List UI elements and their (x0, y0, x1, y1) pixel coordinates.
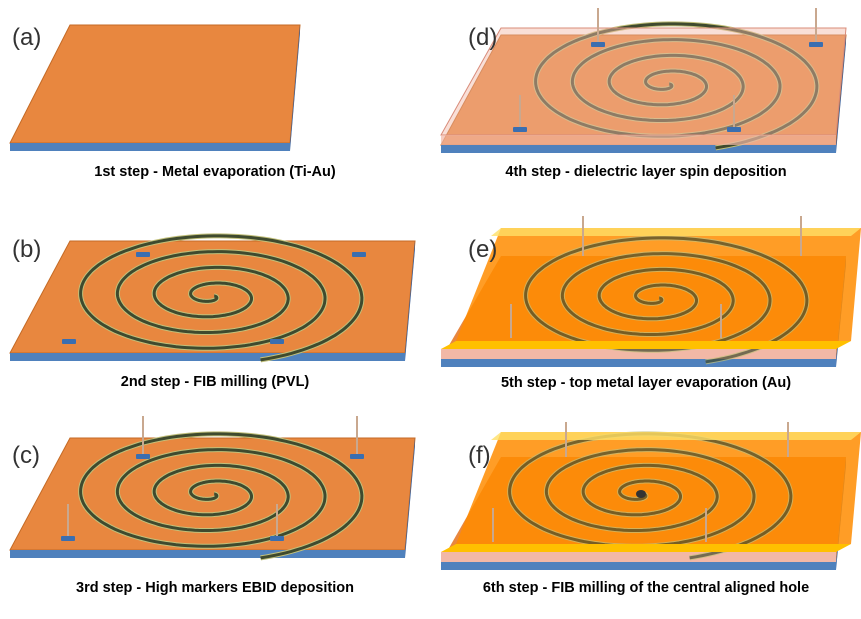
marker-pad (350, 454, 364, 459)
marker-pad (513, 127, 527, 132)
substrate-edge (441, 359, 836, 367)
panel-label-a: (a) (12, 24, 42, 51)
dielectric-edge (441, 135, 836, 145)
spiral-groove (78, 233, 365, 363)
plate-diagram-c (9, 416, 416, 561)
central-hole (636, 490, 646, 498)
substrate-side (405, 241, 415, 361)
marker-pad (809, 42, 823, 47)
plate-diagram-f (441, 422, 861, 570)
top-gold-edge (441, 544, 851, 552)
panel-a: (a) 1st step - Metal evaporation (Ti-Au) (0, 0, 430, 206)
panel-d: (d) 4th step - dielectric layer spin dep… (431, 0, 861, 206)
substrate-edge (10, 143, 290, 151)
substrate-side (836, 35, 846, 153)
substrate-edge (10, 550, 405, 558)
panel-b: (b) 2nd step - FIB milling (PVL) (0, 206, 430, 412)
plate-diagram-d (440, 8, 847, 153)
caption-b: 2nd step - FIB milling (PVL) (120, 374, 310, 390)
top-gold-rim (491, 432, 861, 440)
dielectric-layer (440, 27, 847, 136)
caption-c: 3rd step - High markers EBID deposition (76, 580, 354, 596)
marker-pad (352, 252, 366, 257)
substrate-edge (441, 145, 836, 153)
spiral-groove-line (79, 234, 364, 362)
panel-label-b: (b) (12, 236, 42, 263)
marker-pad (136, 454, 150, 459)
marker-pad (62, 339, 76, 344)
caption-d: 4th step - dielectric layer spin deposit… (505, 164, 787, 180)
marker-pad (136, 252, 150, 257)
substrate-edge (441, 562, 836, 570)
marker-pad (270, 339, 284, 344)
caption-e: 5th step - top metal layer evaporation (… (500, 375, 792, 391)
gold-top-face (9, 24, 301, 144)
marker-pad (591, 42, 605, 47)
substrate-side (290, 25, 300, 151)
spiral-groove (533, 21, 820, 151)
top-gold-edge (441, 341, 851, 349)
dielectric-edge (441, 552, 836, 562)
gold-top-face (9, 240, 416, 354)
panel-label-d: (d) (468, 24, 498, 51)
plate-diagram-e (441, 216, 861, 367)
panel-label-e: (e) (468, 236, 498, 263)
spiral-groove-line (534, 22, 819, 150)
panel-e: (e) 5th step - top metal layer evaporati… (431, 206, 861, 412)
top-gold-rim (491, 228, 861, 236)
panel-label-f: (f) (468, 442, 491, 469)
caption-f: 6th step - FIB milling of the central al… (482, 580, 810, 596)
marker-pad (61, 536, 75, 541)
plate-diagram-a (9, 24, 301, 151)
marker-pad (727, 127, 741, 132)
substrate-edge (10, 353, 405, 361)
panel-f: (f) 6th step - FIB milling of the centra… (431, 412, 861, 618)
marker-pad (270, 536, 284, 541)
caption-a: 1st step - Metal evaporation (Ti-Au) (94, 164, 336, 180)
panel-label-c: (c) (12, 442, 40, 469)
substrate-side (405, 438, 415, 558)
panel-c: (c) 3rd step - High markers EBID deposit… (0, 412, 430, 618)
plate-diagram-b (9, 233, 416, 363)
